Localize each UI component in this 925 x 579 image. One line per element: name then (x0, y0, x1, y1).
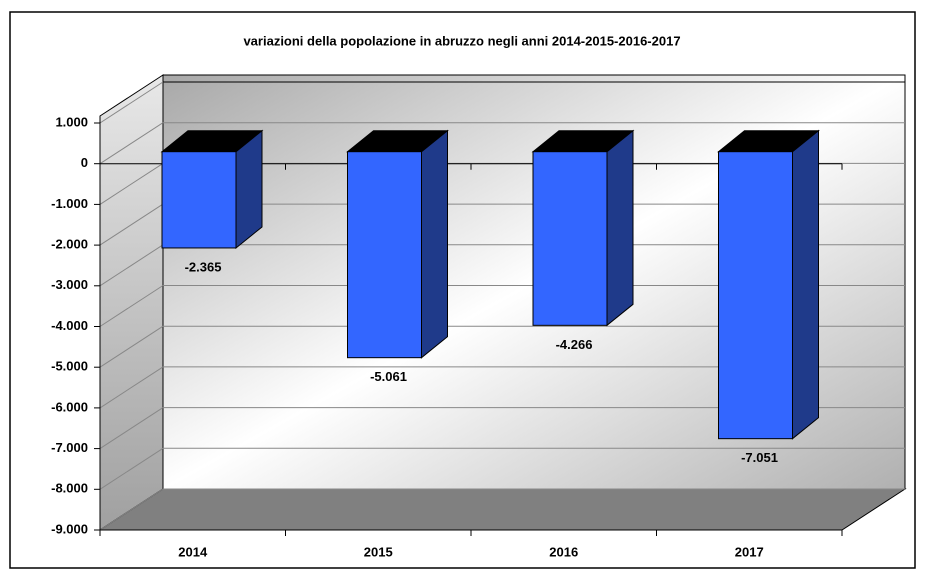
x-tick-label: 2017 (735, 544, 764, 559)
bar-side (235, 129, 263, 250)
grid-line-side (99, 366, 164, 409)
y-tick-label: 0 (81, 155, 88, 170)
value-label: -4.266 (556, 337, 593, 352)
y-tick-label: -9.000 (51, 521, 88, 536)
value-label: -5.061 (370, 369, 407, 384)
grid-line-side (99, 122, 164, 165)
y-tick-label: -5.000 (51, 359, 88, 374)
value-label: -2.365 (185, 259, 222, 274)
grid-line-side (99, 325, 164, 368)
bar (347, 151, 422, 359)
grid-line-side (99, 447, 164, 490)
bar (161, 151, 237, 249)
grid-line-side (99, 488, 164, 531)
grid-line-side (99, 81, 164, 124)
x-tick-label: 2015 (364, 544, 393, 559)
y-tick-label: -1.000 (51, 196, 88, 211)
chart-title: variazioni della popolazione in abruzzo … (243, 33, 680, 48)
grid-line-side (99, 407, 164, 450)
bar (532, 151, 608, 326)
x-tick-label: 2014 (178, 544, 208, 559)
bar-side (421, 129, 448, 359)
y-tick-label: -3.000 (51, 277, 88, 292)
bar-side (792, 129, 819, 440)
y-tick-label: -8.000 (51, 481, 88, 496)
bar-side (606, 129, 634, 327)
grid-line-side (99, 162, 164, 205)
y-tick-label: -2.000 (51, 237, 88, 252)
x-tick-label: 2016 (549, 544, 578, 559)
value-label: -7.051 (741, 450, 778, 465)
y-tick-label: 1.000 (55, 114, 88, 129)
y-tick-label: -7.000 (51, 440, 88, 455)
grid-line-side (99, 203, 164, 246)
grid-line-side (99, 244, 164, 287)
grid-line-side (99, 285, 164, 327)
floor (98, 488, 907, 531)
y-tick-label: -6.000 (51, 399, 88, 414)
bar (718, 151, 793, 440)
y-tick-label: -4.000 (51, 318, 88, 333)
